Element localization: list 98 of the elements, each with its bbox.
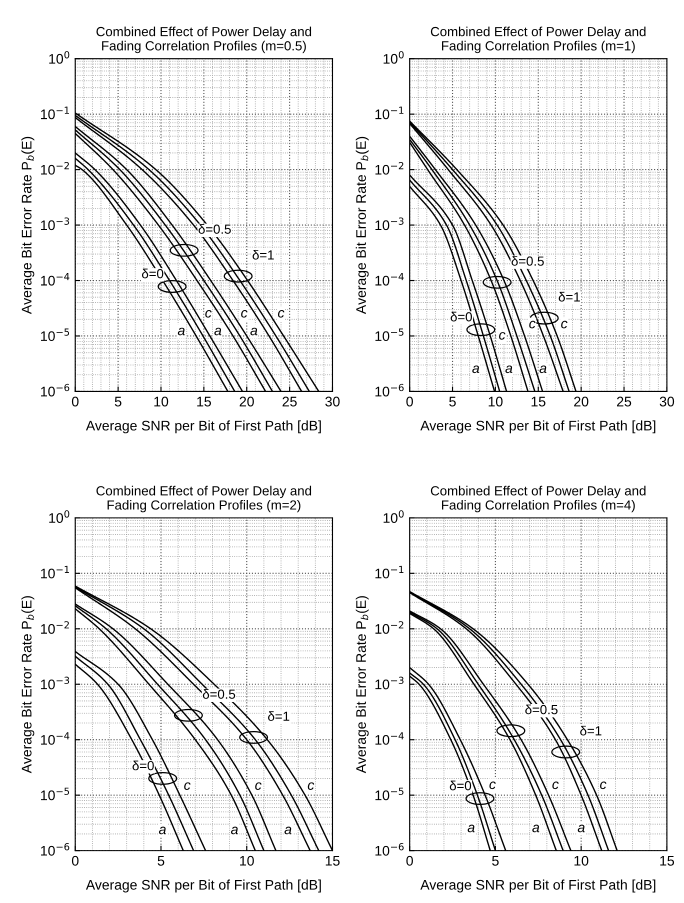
- y-tick-label: 10$^{0}$: [384, 510, 404, 523]
- annotation: c: [489, 782, 496, 790]
- annotation: c: [499, 332, 506, 340]
- annotation: δ=0: [132, 760, 154, 770]
- annotation: c: [600, 782, 606, 790]
- annotation: δ=0.5: [525, 704, 558, 714]
- y-tick-label: 10$^{−2}$: [41, 162, 69, 175]
- y-tick-label: 10$^{−4}$: [375, 273, 404, 286]
- annotation: a: [578, 824, 585, 832]
- chart-title: Combined Effect of Power Delay and Fading Correlation Profiles (m=2): [96, 486, 312, 512]
- annotation: δ=0.5: [202, 689, 236, 699]
- x-axis-title: Average SNR per Bit of First Path [dB]: [86, 420, 321, 434]
- annotation: δ=1: [252, 250, 274, 260]
- x-tick-label: 5: [114, 396, 122, 406]
- annotation: c: [308, 782, 314, 790]
- y-tick-label: 10$^{0}$: [384, 51, 404, 64]
- annotation: δ=1: [580, 726, 602, 736]
- x-tick-label: 25: [617, 396, 632, 406]
- y-tick-label: 10$^{−6}$: [375, 384, 404, 396]
- x-tick-label: 20: [240, 396, 254, 406]
- annotation: c: [184, 782, 191, 790]
- x-axis-title: Average SNR per Bit of First Path [dB]: [420, 420, 656, 434]
- y-tick-label: 10$^{−2}$: [375, 621, 404, 634]
- y-tick-label: 10$^{−6}$: [375, 843, 404, 856]
- y-axis-title: Average Bit Error Rate P$_{b}$(E): [356, 136, 369, 314]
- x-tick-label: 0: [72, 856, 79, 866]
- annotation: δ=0.5: [198, 224, 231, 234]
- x-tick-label: 10: [154, 396, 168, 406]
- annotation: δ=0: [142, 268, 164, 278]
- annotation: a: [158, 826, 166, 834]
- y-tick-label: 10$^{−1}$: [375, 566, 404, 578]
- annotation: c: [278, 310, 284, 318]
- y-tick-label: 10$^{−3}$: [41, 217, 70, 230]
- y-axis-title: Average Bit Error Rate P$_{b}$(E): [356, 596, 369, 774]
- annotation: δ=1: [268, 711, 290, 721]
- chart-title: Combined Effect of Power Delay and Fading Correlation Profiles (m=0.5): [96, 26, 312, 54]
- x-tick-label: 30: [660, 396, 674, 406]
- chart-title: Combined Effect of Power Delay and Fading Correlation Profiles (m=4): [430, 486, 646, 512]
- y-tick-label: 10$^{−3}$: [375, 217, 404, 230]
- x-tick-label: 15: [326, 856, 340, 866]
- annotation: a: [472, 365, 480, 374]
- x-tick-label: 15: [197, 396, 212, 406]
- y-tick-label: 10$^{−3}$: [375, 676, 404, 690]
- x-tick-label: 5: [492, 856, 499, 866]
- x-tick-label: 15: [532, 396, 546, 406]
- x-tick-label: 10: [574, 856, 588, 866]
- annotation: c: [561, 320, 568, 328]
- x-tick-label: 10: [240, 856, 254, 866]
- y-tick-label: 10$^{−1}$: [41, 566, 69, 578]
- y-tick-label: 10$^{−6}$: [41, 384, 70, 396]
- x-tick-label: 0: [406, 396, 413, 406]
- annotation: a: [468, 824, 475, 832]
- y-tick-label: 10$^{−5}$: [41, 788, 70, 800]
- y-tick-label: 10$^{−1}$: [375, 106, 404, 120]
- y-tick-label: 10$^{−3}$: [41, 676, 70, 690]
- annotation: a: [284, 826, 292, 834]
- annotation: δ=0: [450, 312, 472, 322]
- annotation: a: [505, 365, 512, 374]
- y-axis-title: Average Bit Error Rate P$_{b}$(E): [21, 596, 34, 774]
- x-axis-title: Average SNR per Bit of First Path [dB]: [86, 880, 321, 892]
- annotation: δ=1: [558, 292, 580, 302]
- x-tick-label: 0: [72, 396, 79, 406]
- annotation: a: [250, 328, 258, 336]
- y-tick-label: 10$^{−2}$: [375, 162, 404, 175]
- x-tick-label: 0: [406, 856, 413, 866]
- annotation: c: [241, 310, 248, 318]
- annotation: c: [529, 320, 536, 328]
- annotation: c: [552, 782, 559, 790]
- annotation: c: [205, 310, 212, 318]
- y-tick-label: 10$^{−5}$: [41, 328, 70, 342]
- x-tick-label: 25: [282, 396, 297, 406]
- y-tick-label: 10$^{−4}$: [41, 273, 70, 286]
- x-tick-label: 30: [325, 396, 340, 406]
- y-axis-title: Average Bit Error Rate P$_{b}$(E): [21, 136, 34, 314]
- x-tick-label: 5: [449, 396, 456, 406]
- y-tick-label: 10$^{−4}$: [375, 732, 404, 745]
- annotation: a: [230, 826, 238, 834]
- annotation: a: [214, 328, 222, 336]
- y-tick-label: 10$^{−5}$: [375, 328, 404, 342]
- y-tick-label: 10$^{−1}$: [41, 106, 69, 120]
- x-tick-label: 10: [488, 396, 503, 406]
- chart-title: Combined Effect of Power Delay and Fading Correlation Profiles (m=1): [430, 26, 646, 54]
- annotation: c: [255, 782, 262, 790]
- annotation: δ=0: [450, 780, 472, 790]
- annotation: a: [532, 824, 540, 832]
- y-tick-label: 10$^{−4}$: [41, 732, 70, 745]
- annotation: a: [540, 365, 546, 374]
- y-tick-label: 10$^{0}$: [49, 510, 70, 523]
- annotation: a: [178, 328, 185, 336]
- y-tick-label: 10$^{−5}$: [375, 788, 404, 800]
- y-tick-label: 10$^{−6}$: [41, 843, 70, 856]
- y-tick-label: 10$^{−2}$: [41, 621, 69, 634]
- annotation: δ=0.5: [512, 256, 544, 266]
- x-tick-label: 20: [574, 396, 588, 406]
- x-tick-label: 15: [660, 856, 674, 866]
- y-tick-label: 10$^{0}$: [49, 51, 70, 64]
- x-tick-label: 5: [158, 856, 164, 866]
- x-axis-title: Average SNR per Bit of First Path [dB]: [420, 880, 656, 892]
